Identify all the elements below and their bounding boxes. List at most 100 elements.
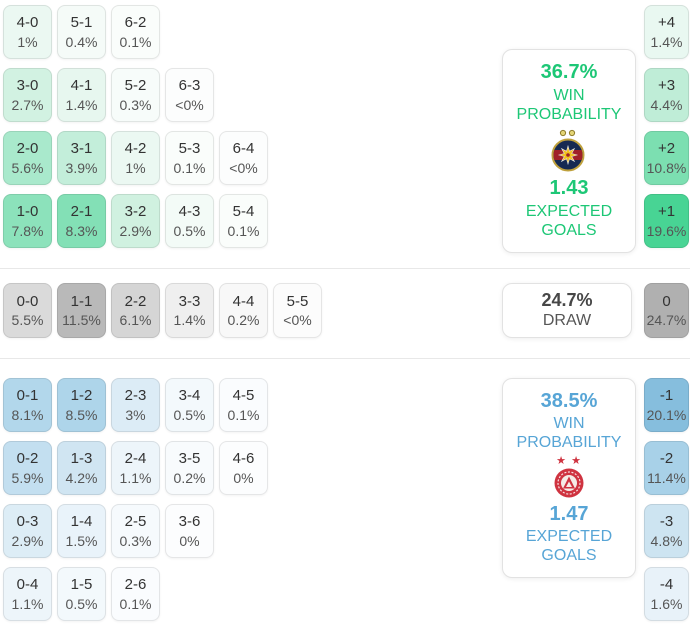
probability-label: 0.2% [227,312,260,329]
probability-label: 0.1% [227,406,260,423]
score-label: 1-3 [70,450,93,468]
draw-goal-margin-column: 0 24.7% [644,283,689,338]
score-label: 4-5 [232,387,255,405]
probability-label: 1.4% [650,33,683,50]
score-cell: 6-2 0.1% [111,5,160,59]
probability-label: 2.7% [11,96,44,113]
score-label: 1-1 [70,292,93,310]
goal-margin-cell: +2 10.8% [644,131,689,185]
away-win-probability: 38.5% [540,390,598,412]
score-cell: 5-2 0.3% [111,68,160,122]
score-label: +4 [657,14,676,32]
home-score-grid: 4-0 1% 5-1 0.4% 6-2 0.1% 3-0 2.7% 4-1 1.4% 5-2 0.3%… [3,5,268,248]
score-row: 0-4 1.1% 1-5 0.5% 2-6 0.1% [3,567,268,621]
draw-score-grid: 0-0 5.5% 1-1 11.5% 2-2 6.1% 3-3 1.4% 4-4 0.2% 5-5 <… [3,283,322,338]
probability-label: 0.2% [173,469,206,486]
home-expected-goals: 1.43 [549,177,589,200]
goal-margin-cell: +1 19.6% [644,194,689,248]
score-cell: 0-0 5.5% [3,283,52,338]
score-label: 0 [662,292,671,310]
score-label: 4-3 [178,203,201,221]
score-cell: 3-5 0.2% [165,441,214,495]
score-label: 1-2 [70,387,93,405]
probability-label: 0.1% [119,33,152,50]
score-label: 3-5 [178,450,201,468]
score-cell: 3-4 0.5% [165,378,214,432]
score-cell: 5-1 0.4% [57,5,106,59]
score-cell: 4-2 1% [111,131,160,185]
away-win-probability-label: WIN PROBABILITY [516,415,622,451]
score-label: 0-1 [16,387,39,405]
score-cell: 3-1 3.9% [57,131,106,185]
score-label: -4 [659,576,674,594]
goal-margin-cell: -2 11.4% [644,441,689,495]
probability-label: 3% [125,406,146,423]
score-cell: 6-3 <0% [165,68,214,122]
probability-label: 6.1% [119,312,152,329]
score-cell: 5-3 0.1% [165,131,214,185]
score-cell: 1-2 8.5% [57,378,106,432]
probability-label: 24.7% [646,312,687,329]
home-win-probability: 36.7% [540,61,598,83]
score-label: -3 [659,513,674,531]
score-label: 5-2 [124,77,147,95]
score-cell: 3-2 2.9% [111,194,160,248]
probability-label: 8.5% [65,406,98,423]
section-divider [0,268,690,269]
score-cell: 4-4 0.2% [219,283,268,338]
score-label: +1 [657,203,676,221]
score-label: 6-3 [178,77,201,95]
score-cell: 2-0 5.6% [3,131,52,185]
score-label: 5-1 [70,14,93,32]
score-label: 5-3 [178,140,201,158]
away-expected-goals: 1.47 [549,503,589,526]
score-label: 1-4 [70,513,93,531]
score-row: 0-0 5.5% 1-1 11.5% 2-2 6.1% 3-3 1.4% 4-4 0.2% 5-5 <… [3,283,322,338]
score-label: 3-1 [70,140,93,158]
section-divider [0,358,690,359]
probability-label: 8.1% [11,406,44,423]
score-label: 3-4 [178,387,201,405]
score-row: 3-0 2.7% 4-1 1.4% 5-2 0.3% 6-3 <0% [3,68,268,122]
score-label: 4-1 [70,77,93,95]
score-label: 0-4 [16,576,39,594]
svg-text:★: ★ [556,455,566,467]
probability-label: 0.1% [173,159,206,176]
score-label: 4-0 [16,14,39,32]
draw-label: DRAW [542,312,592,329]
away-win-panel: 38.5% WIN PROBABILITY ★ ★ 1.47 EXPECTED … [502,378,636,578]
score-label: 1-5 [70,576,93,594]
score-row: 0-1 8.1% 1-2 8.5% 2-3 3% 3-4 0.5% 4-5 0.1% [3,378,268,432]
score-label: +2 [657,140,676,158]
goal-margin-cell: -3 4.8% [644,504,689,558]
goal-margin-cell: +4 1.4% [644,5,689,59]
probability-label: 0.3% [119,532,152,549]
probability-label: 7.8% [11,222,44,239]
probability-label: 1.1% [119,469,152,486]
probability-label: <0% [283,312,312,329]
score-label: 4-6 [232,450,255,468]
score-cell: 0-1 8.1% [3,378,52,432]
score-label: 2-4 [124,450,147,468]
score-row: 2-0 5.6% 3-1 3.9% 4-2 1% 5-3 0.1% 6-4 <0% [3,131,268,185]
score-cell: 2-3 3% [111,378,160,432]
score-label: 5-4 [232,203,255,221]
score-cell: 2-2 6.1% [111,283,160,338]
score-row: 4-0 1% 5-1 0.4% 6-2 0.1% [3,5,268,59]
score-cell: 2-6 0.1% [111,567,160,621]
score-label: 4-4 [232,292,255,310]
away-goal-margin-column: -1 20.1% -2 11.4% -3 4.8% -4 1.6% [644,378,689,621]
score-label: 2-2 [124,292,147,310]
score-label: 4-2 [124,140,147,158]
score-label: +3 [657,77,676,95]
score-cell: 1-3 4.2% [57,441,106,495]
score-label: 3-2 [124,203,147,221]
home-win-probability-label: WIN PROBABILITY [516,87,622,123]
score-label: 2-6 [124,576,147,594]
score-cell: 4-6 0% [219,441,268,495]
probability-label: 0.1% [227,222,260,239]
probability-label: 5.6% [11,159,44,176]
probability-label: 0% [179,532,200,549]
score-label: 2-3 [124,387,147,405]
